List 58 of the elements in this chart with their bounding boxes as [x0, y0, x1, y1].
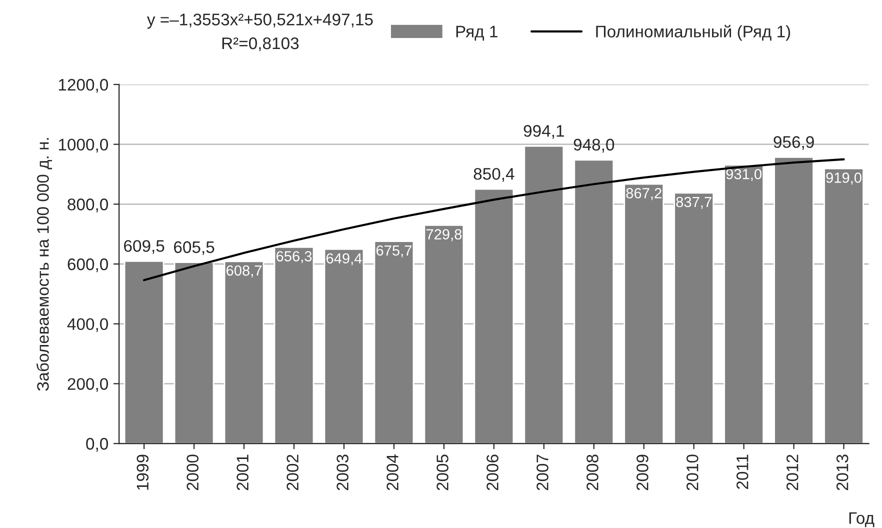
text: y =–1,3553x²+50,521x+497,15	[146, 14, 373, 29]
x-tick-label: 2006	[486, 454, 498, 490]
data-label: 608,7	[226, 265, 262, 278]
bar	[224, 260, 264, 444]
x-tick-label: 2004	[386, 454, 398, 490]
x-tick-label: 2003	[336, 454, 348, 490]
y-tick-label: 1000,0	[58, 138, 108, 152]
data-label: 850,4	[474, 168, 514, 182]
data-label: 931,0	[726, 168, 762, 181]
x-tick-label: 2002	[286, 454, 298, 490]
x-tick-label: 2008	[586, 454, 598, 490]
bar	[574, 159, 614, 444]
bar	[174, 262, 214, 444]
data-label: 956,9	[774, 136, 814, 150]
bar	[324, 248, 364, 444]
data-label: 729,8	[426, 229, 462, 242]
bar	[374, 240, 414, 444]
data-label: 994,1	[524, 125, 564, 139]
x-tick-label: 2010	[686, 454, 698, 490]
bar	[524, 145, 564, 444]
x-tick-label: 1999	[136, 454, 149, 490]
data-label: 605,5	[174, 241, 214, 256]
y-tick-label: 400,0	[67, 318, 108, 332]
x-tick-label: 2009	[636, 454, 648, 490]
bar	[674, 192, 714, 444]
x-tick-label: 2001	[236, 454, 248, 490]
data-label: 867,2	[626, 188, 662, 200]
data-label: 649,4	[326, 253, 362, 266]
bar	[824, 168, 864, 444]
legend-label: Полиномиальный (Ряд 1)	[596, 24, 790, 41]
bar	[124, 260, 164, 444]
legend-label: Ряд 1	[456, 26, 498, 41]
x-tick-label: 2000	[186, 454, 199, 490]
data-label: 609,5	[124, 240, 164, 254]
x-tick-label: 2012	[786, 454, 798, 490]
bar	[774, 156, 814, 444]
x-tick-label: 2005	[436, 454, 448, 490]
bar	[624, 183, 664, 444]
bar	[424, 224, 464, 444]
y-tick-label: 1200,0	[58, 78, 108, 93]
data-label: 837,7	[676, 196, 712, 209]
data-label: 675,7	[376, 245, 412, 258]
x-tick-label: 2013	[836, 454, 848, 490]
bar	[274, 246, 314, 444]
y-axis-title: Заболеваемость на 100 000 д. н.	[36, 138, 52, 391]
x-tick-label: 2007	[536, 454, 548, 490]
y-tick-label: 200,0	[68, 378, 108, 392]
y-tick-label: 600,0	[68, 258, 108, 272]
text: R²=0,8103	[222, 37, 299, 52]
y-tick-label: 0,0	[86, 438, 108, 452]
data-label: 919,0	[826, 172, 862, 185]
x-axis-title: Год	[849, 512, 874, 528]
data-label: 948,0	[574, 138, 614, 153]
x-tick-label: 2011	[736, 454, 748, 489]
y-tick-label: 800,0	[68, 198, 108, 212]
bar	[724, 164, 764, 444]
data-label: 656,3	[276, 251, 312, 264]
bar	[474, 188, 514, 444]
